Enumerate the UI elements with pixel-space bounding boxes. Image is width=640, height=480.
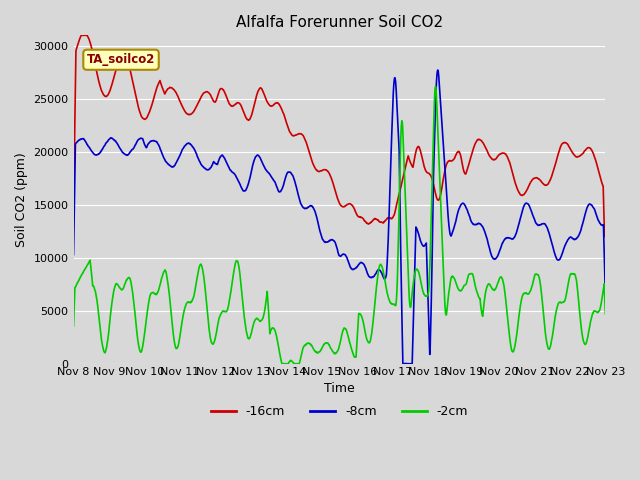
Legend: -16cm, -8cm, -2cm: -16cm, -8cm, -2cm bbox=[205, 400, 473, 423]
Title: Alfalfa Forerunner Soil CO2: Alfalfa Forerunner Soil CO2 bbox=[236, 15, 443, 30]
X-axis label: Time: Time bbox=[324, 382, 355, 395]
Y-axis label: Soil CO2 (ppm): Soil CO2 (ppm) bbox=[15, 152, 28, 247]
Text: TA_soilco2: TA_soilco2 bbox=[87, 53, 156, 66]
